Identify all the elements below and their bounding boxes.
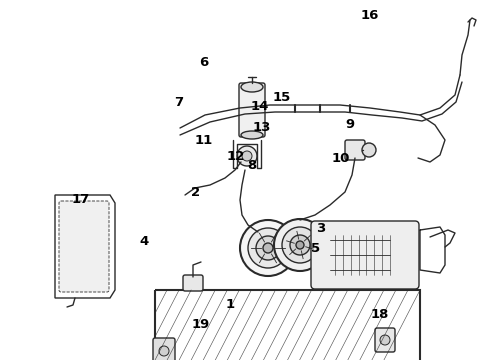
Circle shape bbox=[159, 346, 169, 356]
Text: 1: 1 bbox=[226, 298, 235, 311]
Circle shape bbox=[380, 335, 390, 345]
Ellipse shape bbox=[241, 131, 263, 139]
FancyBboxPatch shape bbox=[59, 201, 109, 292]
Text: 18: 18 bbox=[370, 309, 389, 321]
Circle shape bbox=[282, 227, 318, 263]
Circle shape bbox=[242, 151, 252, 161]
Text: 16: 16 bbox=[361, 9, 379, 22]
Circle shape bbox=[290, 235, 310, 255]
Text: 13: 13 bbox=[253, 121, 271, 134]
Circle shape bbox=[263, 243, 273, 253]
Text: 12: 12 bbox=[226, 150, 245, 163]
Text: 6: 6 bbox=[199, 57, 208, 69]
Circle shape bbox=[237, 146, 257, 166]
Text: 19: 19 bbox=[192, 318, 210, 330]
Circle shape bbox=[248, 228, 288, 268]
FancyBboxPatch shape bbox=[239, 83, 265, 137]
Text: 7: 7 bbox=[174, 96, 183, 109]
Text: 4: 4 bbox=[140, 235, 149, 248]
Text: 9: 9 bbox=[346, 118, 355, 131]
Text: 15: 15 bbox=[272, 91, 291, 104]
FancyBboxPatch shape bbox=[375, 328, 395, 352]
Text: 2: 2 bbox=[192, 186, 200, 199]
Text: 11: 11 bbox=[194, 134, 213, 147]
FancyBboxPatch shape bbox=[311, 221, 419, 289]
Text: 17: 17 bbox=[72, 193, 90, 206]
FancyBboxPatch shape bbox=[153, 338, 175, 360]
Circle shape bbox=[362, 143, 376, 157]
Ellipse shape bbox=[241, 82, 263, 92]
FancyBboxPatch shape bbox=[345, 140, 365, 160]
Text: 8: 8 bbox=[248, 159, 257, 172]
Text: 10: 10 bbox=[331, 152, 350, 165]
Bar bbox=[155, 290, 420, 360]
Circle shape bbox=[256, 236, 280, 260]
Circle shape bbox=[240, 220, 296, 276]
Text: 3: 3 bbox=[317, 222, 325, 235]
FancyBboxPatch shape bbox=[183, 275, 203, 291]
Circle shape bbox=[274, 219, 326, 271]
Text: 5: 5 bbox=[312, 242, 320, 255]
Circle shape bbox=[296, 241, 304, 249]
Text: 14: 14 bbox=[250, 100, 269, 113]
